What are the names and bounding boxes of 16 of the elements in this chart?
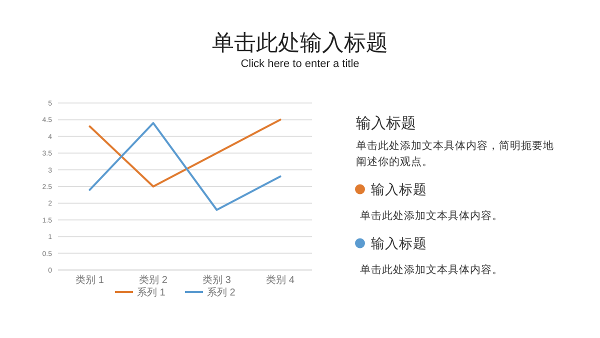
chart-title: 单击此处输入标题 [212,30,388,55]
text: 单击此处添加文本具体内容，简明扼要地阐述你的观点。 [356,139,554,168]
legend-label: 系列 2 [207,286,236,298]
line-series [88,122,282,211]
legend-label: 系列 1 [137,286,166,298]
x-tick-label: 类别 3 [202,274,232,286]
chart-subtitle: Click here to enter a title [240,58,360,70]
x-tick-label: 类别 2 [139,274,168,286]
x-tick-label: 类别 1 [76,274,104,286]
text: 输入标题 [371,182,427,197]
text: 单击此处添加文本具体内容。 [360,209,503,222]
text: 输入标题 [371,236,427,251]
text: 输入标题 [356,115,416,132]
x-tick-label: 类别 4 [266,274,295,286]
line-series [88,118,282,188]
text: 单击此处添加文本具体内容。 [360,263,503,276]
